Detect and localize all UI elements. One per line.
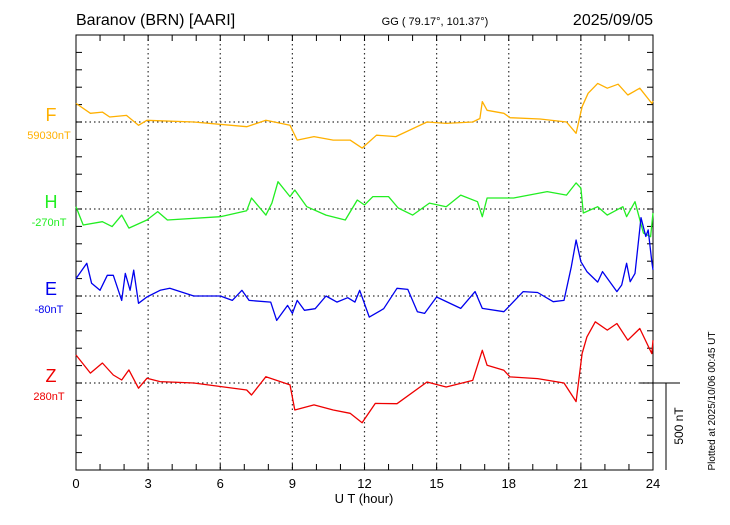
grid [76,35,653,470]
x-tick-label: 6 [217,476,224,491]
coordinates: GG ( 79.17°, 101.37°) [382,16,489,28]
plotted-timestamp: Plotted at 2025/10/06 00:45 UT [707,332,718,471]
series-labels: F 59030nT H -270nT E -80nT Z 280nT [27,105,71,403]
series-baseline-f: 59030nT [27,130,71,142]
x-tick-label: 18 [502,476,516,491]
x-tick-label: 24 [646,476,660,491]
series-name-e: E [45,279,57,299]
axes: 0 3 6 9 12 15 18 21 24 [72,34,660,491]
x-tick-label: 0 [72,476,79,491]
x-tick-label: 15 [429,476,443,491]
series-line-h [75,181,654,238]
x-tick-label: 3 [145,476,152,491]
date-label: 2025/09/05 [573,12,653,29]
scale-bar: 500 nT [640,382,686,470]
series-name-z: Z [46,366,57,386]
series-name-h: H [45,192,58,212]
series-lines [75,82,654,424]
x-axis-label: U T (hour) [335,491,394,506]
series-line-z [75,321,654,424]
series-line-f [75,82,654,149]
scale-bar-label: 500 nT [672,407,686,445]
station-title: Baranov (BRN) [AARI] [76,12,235,29]
series-baseline-e: -80nT [35,304,64,316]
x-tick-label: 21 [574,476,588,491]
x-tick-label: 12 [357,476,371,491]
series-baseline-h: -270nT [32,217,67,229]
x-tick-label: 9 [289,476,296,491]
series-name-f: F [46,105,57,125]
series-baseline-z: 280nT [33,391,64,403]
series-line-e [75,217,654,322]
